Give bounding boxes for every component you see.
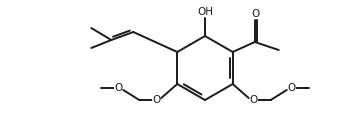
Text: O: O <box>287 83 296 93</box>
Text: O: O <box>114 83 122 93</box>
Text: O: O <box>152 95 160 105</box>
Text: O: O <box>250 95 258 105</box>
Text: O: O <box>252 9 260 19</box>
Text: OH: OH <box>197 7 213 17</box>
